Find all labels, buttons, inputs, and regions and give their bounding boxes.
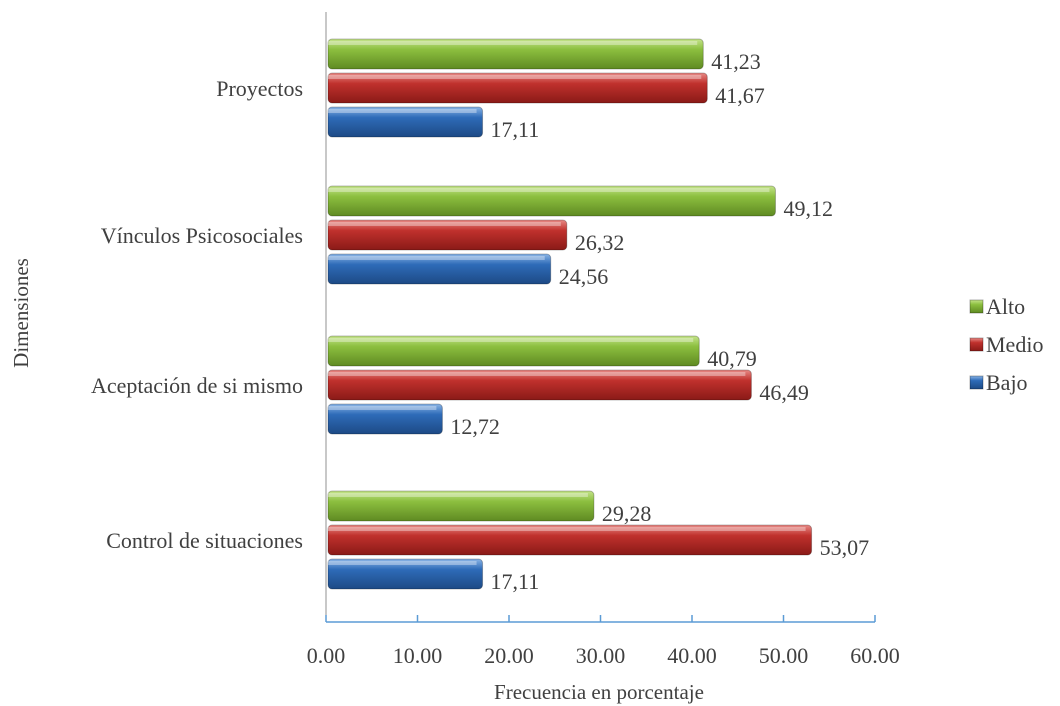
value-label: 12,72: [450, 414, 500, 439]
bar-medio: [327, 369, 752, 401]
value-label: 17,11: [491, 117, 540, 142]
bar-alto: [327, 335, 700, 367]
x-tick-label: 60.00: [850, 643, 900, 668]
legend-label: Medio: [986, 332, 1043, 357]
x-axis-title: Frecuencia en porcentaje: [494, 680, 704, 704]
x-tick-label: 20.00: [484, 643, 534, 668]
category-label: Aceptación de si mismo: [91, 373, 303, 398]
bar-bajo: [327, 106, 484, 138]
y-axis-title: Dimensiones: [9, 258, 33, 368]
legend-item-alto: Alto: [969, 294, 1025, 319]
bar-medio: [327, 72, 708, 104]
bar-alto: [327, 490, 595, 522]
legend-item-medio: Medio: [969, 332, 1043, 357]
legend-swatch: [969, 337, 984, 352]
legend-swatch: [969, 299, 984, 314]
bar-bajo: [327, 253, 552, 285]
x-tick-label: 10.00: [393, 643, 443, 668]
value-label: 26,32: [575, 230, 625, 255]
x-tick-label: 0.00: [307, 643, 346, 668]
x-tick-label: 40.00: [667, 643, 717, 668]
bar-medio: [327, 219, 568, 251]
value-label: 46,49: [759, 380, 809, 405]
category-label: Control de situaciones: [106, 528, 303, 553]
category-label: Proyectos: [216, 76, 303, 101]
bar-alto: [327, 38, 704, 70]
value-label: 49,12: [783, 196, 833, 221]
legend-swatch: [969, 375, 984, 390]
value-label: 53,07: [820, 535, 870, 560]
legend-item-bajo: Bajo: [969, 370, 1028, 395]
category-label: Vínculos Psicosociales: [101, 223, 303, 248]
x-tick-label: 30.00: [576, 643, 626, 668]
value-label: 24,56: [559, 264, 609, 289]
value-label: 40,79: [707, 346, 757, 371]
value-label: 41,23: [711, 49, 761, 74]
value-label: 41,67: [715, 83, 765, 108]
value-label: 17,11: [491, 569, 540, 594]
bar-medio: [327, 524, 813, 556]
legend-label: Alto: [986, 294, 1025, 319]
x-tick-label: 50.00: [759, 643, 809, 668]
bar-bajo: [327, 403, 443, 435]
legend-label: Bajo: [986, 370, 1028, 395]
value-label: 29,28: [602, 501, 652, 526]
bar-alto: [327, 185, 776, 217]
bar-bajo: [327, 558, 484, 590]
